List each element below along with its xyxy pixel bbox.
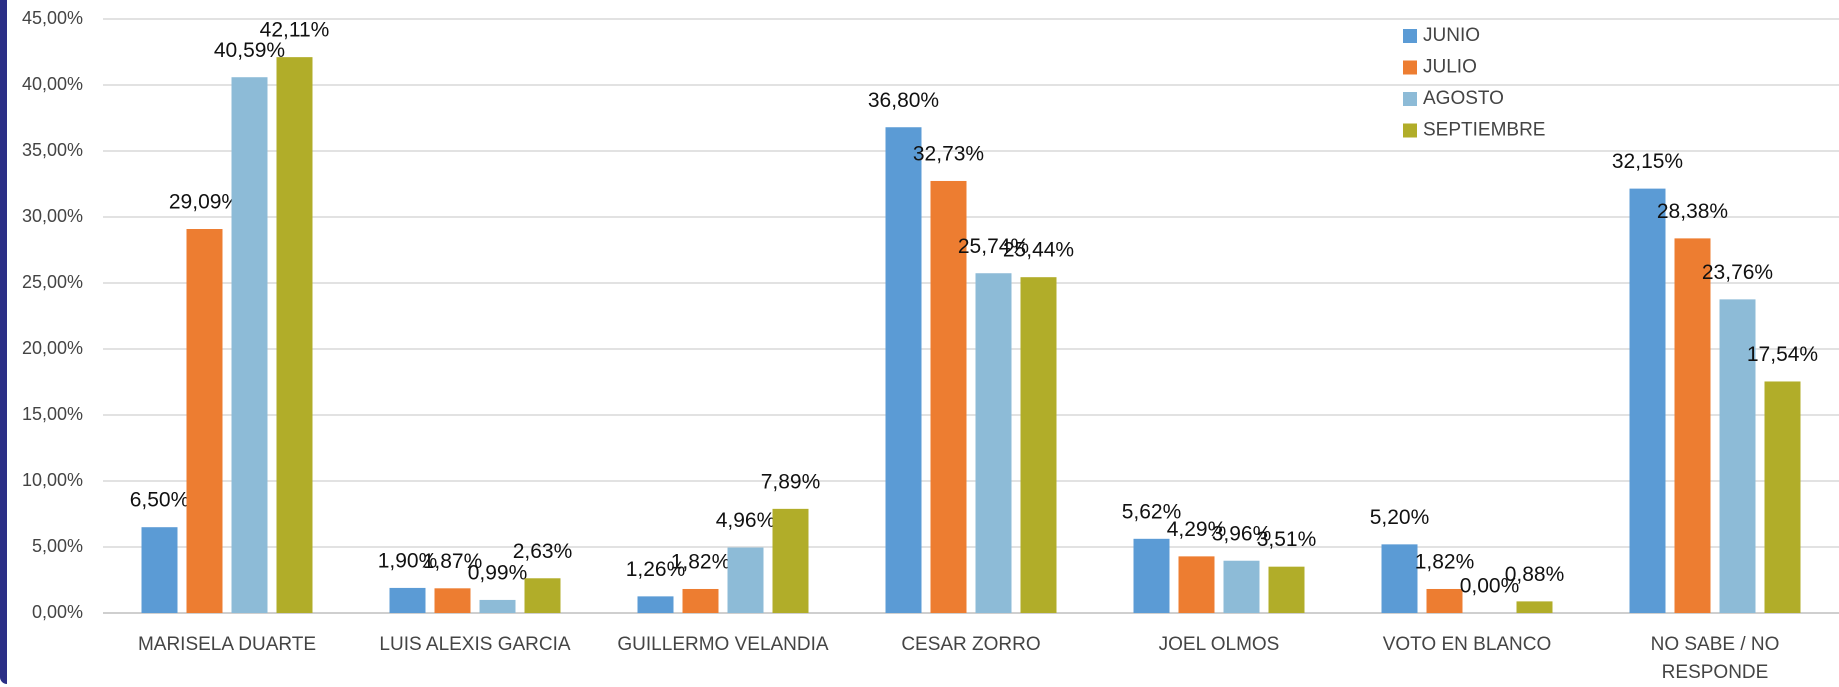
x-tick-label: VOTO EN BLANCO [1382,634,1552,655]
bar [276,57,313,613]
bar [1764,381,1801,613]
bar [1020,277,1057,613]
bar [1178,556,1215,613]
bar [1674,238,1711,613]
value-label: 1,87% [423,550,483,573]
value-label: 1,90% [378,549,438,572]
bar [1719,299,1756,613]
x-tick-label: MARISELA DUARTE [137,634,317,655]
y-tick-label: 30,00% [22,206,83,226]
x-tick-label: NO SABE / NO RESPONDE [1650,634,1780,683]
value-label: 1,82% [1415,551,1475,574]
value-label: 17,54% [1747,343,1818,366]
legend-label: JULIO [1423,57,1477,78]
bar [885,127,922,614]
y-tick-label: 20,00% [22,338,83,358]
bar [434,588,471,613]
value-label: 3,96% [1212,522,1272,545]
x-tick-label: CESAR ZORRO [901,634,1041,655]
y-tick-label: 15,00% [22,404,83,424]
bar [1268,566,1305,613]
bar [727,547,764,613]
y-tick-label: 35,00% [22,140,83,160]
value-label: 42,11% [260,19,330,42]
x-tick-label: JOEL OLMOS [1158,634,1280,655]
bar [524,578,561,613]
value-label: 5,20% [1370,506,1430,529]
bar [1629,188,1666,613]
y-tick-label: 10,00% [22,470,83,490]
legend-swatch [1403,92,1417,106]
bar [930,180,967,614]
y-tick-label: 0,00% [32,602,83,622]
value-label: 0,88% [1505,563,1565,586]
value-label: 23,76% [1702,261,1773,284]
legend-label: JUNIO [1423,25,1480,46]
value-label: 6,50% [130,489,190,512]
value-label: 40,59% [214,39,285,62]
value-label: 4,29% [1167,518,1227,541]
bar [1426,588,1463,613]
bar [637,596,674,613]
legend-swatch [1403,123,1417,138]
bar [682,588,719,613]
y-tick-label: 40,00% [22,74,83,94]
bar [479,599,516,613]
y-tick-label: 25,00% [22,272,83,292]
value-label: 5,62% [1122,500,1182,523]
value-label: 7,89% [761,470,821,493]
y-tick-label: 5,00% [32,536,83,556]
bar [1223,560,1260,613]
value-label: 0,00% [1460,575,1520,598]
value-label: 28,38% [1657,200,1728,223]
value-label: 4,96% [716,509,776,532]
legend-swatch [1403,29,1417,43]
value-label: 25,44% [1003,239,1074,262]
bar [141,527,178,613]
legend-label: SEPTIEMBRE [1423,120,1545,141]
legend-label: AGOSTO [1423,88,1504,109]
window-border [0,0,7,684]
x-tick-label: LUIS ALEXIS GARCIA [379,634,571,655]
bar [1133,538,1170,613]
x-tick-label: GUILLERMO VELANDIA [617,634,829,655]
value-label: 29,09% [169,191,240,214]
value-label: 1,82% [671,551,731,574]
value-label: 32,73% [913,143,984,166]
legend-swatch [1403,60,1417,75]
bar [389,587,426,613]
bar [1381,544,1418,613]
value-label: 2,63% [513,540,573,563]
bar [1516,601,1553,613]
value-label: 3,51% [1257,528,1317,551]
value-label: 32,15% [1612,150,1683,173]
bar [186,229,223,613]
value-label: 36,80% [868,89,939,112]
bar [772,508,809,613]
bar [231,77,268,614]
value-label: 0,99% [468,561,528,584]
bar [975,273,1012,613]
value-label: 1,26% [626,558,686,581]
value-label: 25,74% [958,235,1029,258]
y-tick-label: 45,00% [22,8,83,28]
